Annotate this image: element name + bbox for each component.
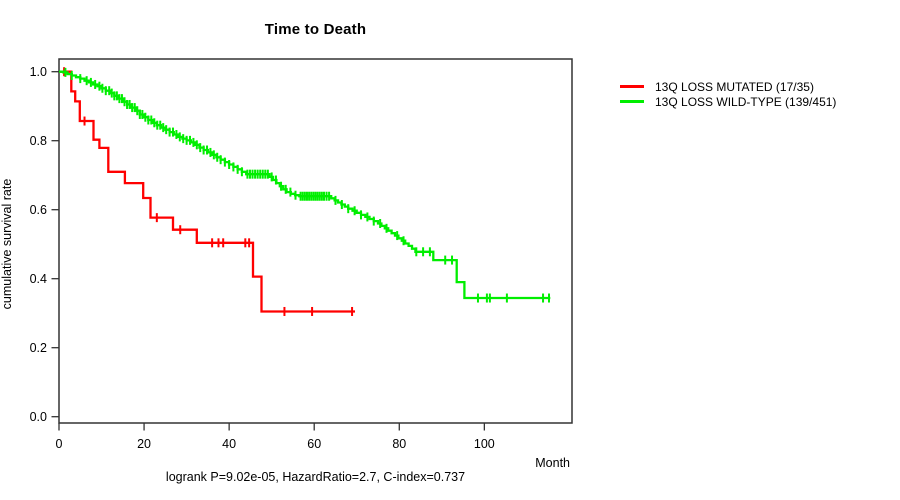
x-axis-tick-label: 40: [222, 437, 236, 451]
y-axis-tick-label: 0.8: [30, 134, 47, 148]
y-axis-tick-label: 0.0: [30, 410, 47, 424]
x-axis-label: Month: [535, 456, 570, 470]
legend: 13Q LOSS MUTATED (17/35) 13Q LOSS WILD-T…: [620, 79, 837, 109]
legend-label-mutated: 13Q LOSS MUTATED (17/35): [655, 79, 814, 94]
y-axis-tick-label: 1.0: [30, 65, 47, 79]
legend-item-mutated: 13Q LOSS MUTATED (17/35): [620, 79, 836, 94]
x-axis-tick-label: 80: [392, 437, 406, 451]
x-axis-tick-label: 100: [474, 437, 495, 451]
stats-annotation: logrank P=9.02e-05, HazardRatio=2.7, C-i…: [165, 470, 466, 484]
y-axis-tick-label: 0.4: [30, 272, 47, 286]
chart-title: Time to Death: [264, 21, 367, 38]
x-axis-tick-label: 20: [137, 437, 151, 451]
y-axis-tick-label: 0.6: [30, 203, 47, 217]
survival-curve-mutated: [59, 70, 355, 313]
x-axis-tick-label: 60: [307, 437, 321, 451]
x-axis-tick-label: 0: [56, 437, 63, 451]
y-axis-label: cumulative survival rate: [0, 178, 14, 310]
legend-line-wildtype-icon: [620, 100, 644, 103]
plot-frame: [58, 58, 573, 424]
legend-label-wildtype: 13Q LOSS WILD-TYPE (139/451): [655, 94, 837, 109]
survival-curves: [59, 67, 551, 316]
legend-item-wildtype: 13Q LOSS WILD-TYPE (139/451): [620, 94, 837, 109]
y-axis-tick-label: 0.2: [30, 341, 47, 355]
legend-line-mutated-icon: [620, 85, 644, 88]
axis-ticks: 0 20 40 60 80 100 0.0 0.2 0.4 0.6 0.8 1.0: [30, 65, 495, 451]
